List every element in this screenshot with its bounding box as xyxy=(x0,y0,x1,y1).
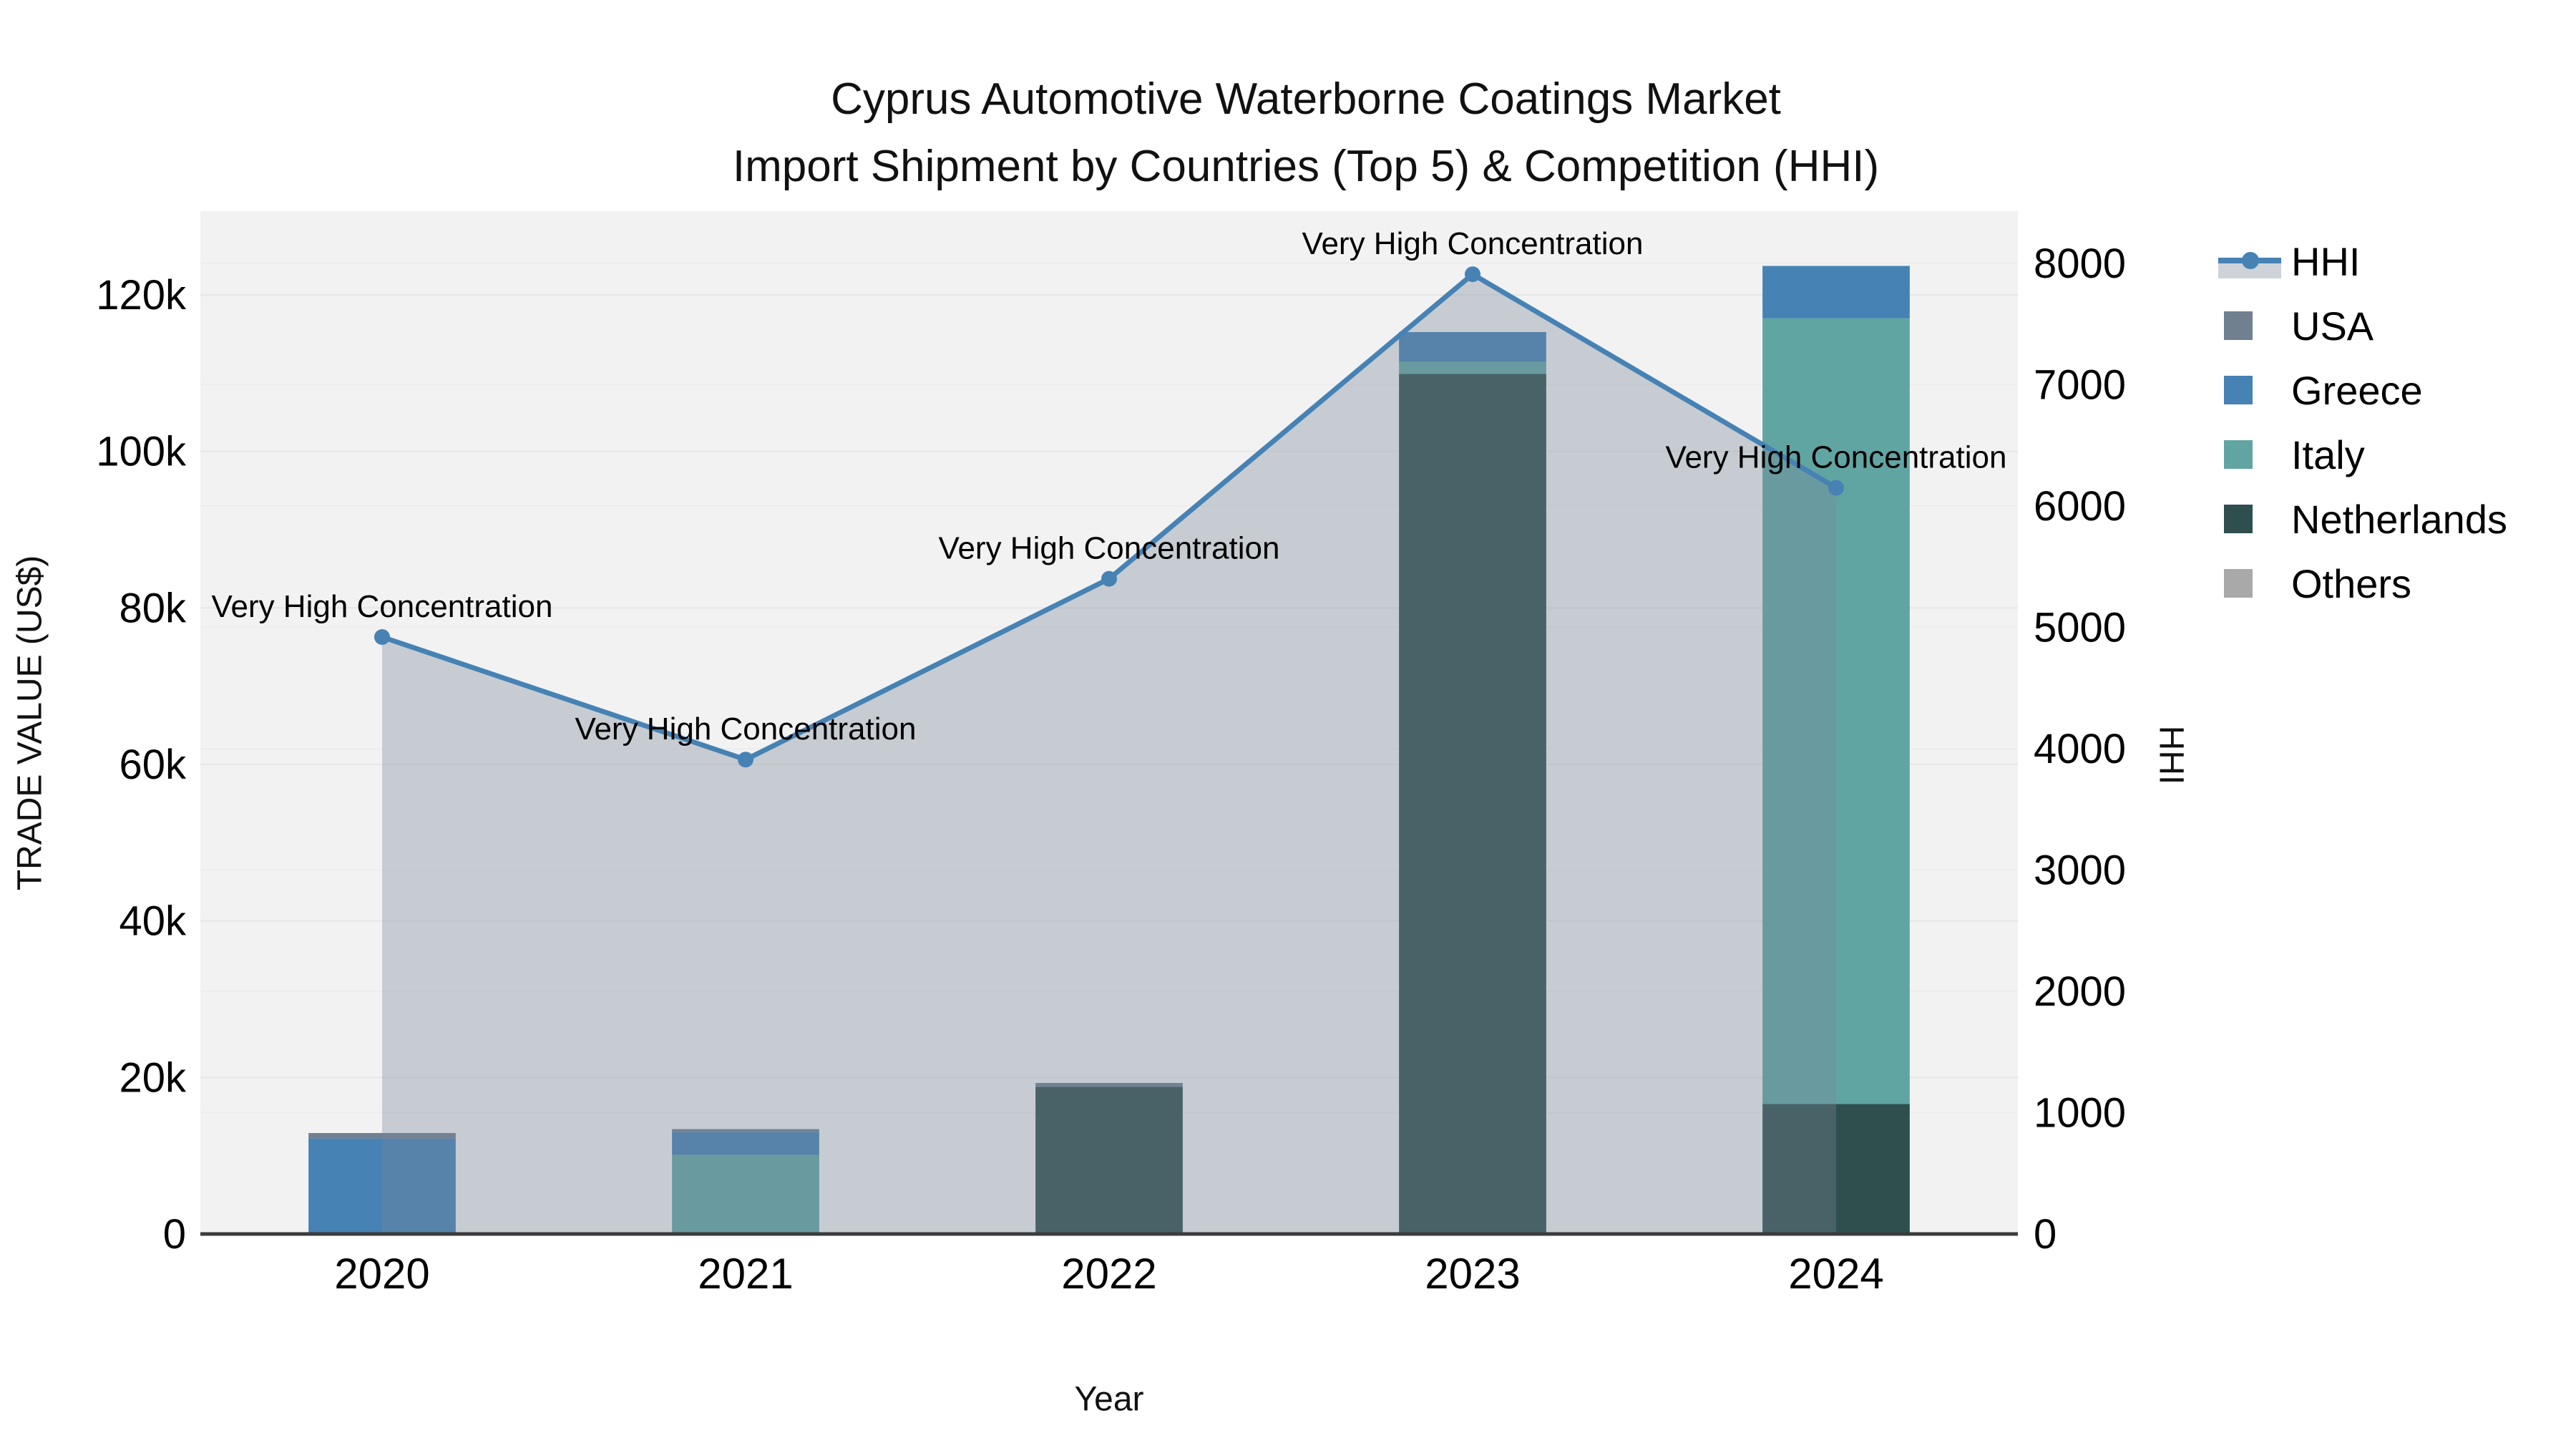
annotation-2020: Very High Concentration xyxy=(212,589,553,624)
y-left-tick-0: 0 xyxy=(163,1211,186,1258)
annotation-2022: Very High Concentration xyxy=(939,531,1280,566)
y-right-tick-2000: 2000 xyxy=(2034,968,2126,1015)
y-left-tick-120k: 120k xyxy=(96,272,187,319)
bar-segment-usa-2021[interactable] xyxy=(672,1129,819,1132)
annotation-2024: Very High Concentration xyxy=(1666,439,2007,475)
hhi-marker-2024[interactable] xyxy=(1828,480,1844,496)
y-axis-right-title: HHI xyxy=(2152,725,2190,785)
legend-label: Greece xyxy=(2291,367,2423,413)
legend-label: Others xyxy=(2291,560,2412,606)
legend-item-italy[interactable]: Italy xyxy=(2218,422,2507,487)
bar-segment-netherlands-2024[interactable] xyxy=(1762,1104,1910,1234)
y-right-tick-4000: 4000 xyxy=(2034,726,2126,772)
hhi-marker-2020[interactable] xyxy=(374,628,390,645)
x-tick-2022: 2022 xyxy=(1061,1250,1156,1298)
y-left-tick-20k: 20k xyxy=(119,1054,187,1101)
x-axis-title: Year xyxy=(1074,1380,1144,1419)
legend-swatch-icon xyxy=(2218,373,2281,407)
legend-label: USA xyxy=(2291,303,2374,349)
legend-item-others[interactable]: Others xyxy=(2218,551,2507,616)
legend-swatch-icon xyxy=(2218,566,2281,601)
hhi-area-fill xyxy=(382,274,1836,1234)
legend-item-netherlands[interactable]: Netherlands xyxy=(2218,487,2507,551)
y-left-tick-80k: 80k xyxy=(119,585,187,631)
y-left-tick-40k: 40k xyxy=(119,898,187,945)
legend-swatch-icon xyxy=(2218,502,2281,536)
bar-segment-italy-2021[interactable] xyxy=(672,1155,819,1234)
hhi-marker-2022[interactable] xyxy=(1101,570,1117,587)
y-axis-left-title: TRADE VALUE (US$) xyxy=(11,555,49,891)
legend-label: HHI xyxy=(2291,238,2361,284)
bar-segment-netherlands-2023[interactable] xyxy=(1399,374,1546,1234)
hhi-marker-2023[interactable] xyxy=(1465,266,1480,283)
y-left-tick-100k: 100k xyxy=(96,429,187,475)
bar-segment-greece-2020[interactable] xyxy=(308,1138,456,1234)
bar-segment-italy-2023[interactable] xyxy=(1399,361,1546,374)
chart-title: Cyprus Automotive Waterborne Coatings Ma… xyxy=(733,66,1879,200)
chart-title-line2: Import Shipment by Countries (Top 5) & C… xyxy=(732,142,1880,191)
y-right-tick-3000: 3000 xyxy=(2034,847,2126,893)
y-right-tick-8000: 8000 xyxy=(2034,240,2126,287)
legend-item-hhi[interactable]: HHI xyxy=(2218,229,2507,293)
legend-item-usa[interactable]: USA xyxy=(2218,293,2507,358)
bar-segment-greece-2023[interactable] xyxy=(1399,331,1546,362)
legend-swatch-icon xyxy=(2218,437,2281,472)
chart-title-line1: Cyprus Automotive Waterborne Coatings Ma… xyxy=(831,74,1781,124)
legend-swatch-icon xyxy=(2218,308,2281,343)
x-tick-2024: 2024 xyxy=(1788,1250,1883,1298)
bar-segment-usa-2020[interactable] xyxy=(308,1132,456,1139)
chart-legend: HHI USA Greece Italy Netherlands Others xyxy=(2218,229,2507,616)
y-right-tick-1000: 1000 xyxy=(2034,1089,2126,1136)
x-tick-2020: 2020 xyxy=(334,1250,429,1298)
x-tick-2021: 2021 xyxy=(698,1250,793,1298)
bar-segment-netherlands-2022[interactable] xyxy=(1035,1087,1183,1234)
bar-segment-italy-2024[interactable] xyxy=(1762,318,1910,1104)
hhi-line-glyph-icon xyxy=(2218,244,2281,278)
bar-segment-greece-2024[interactable] xyxy=(1762,266,1910,319)
annotation-2023: Very High Concentration xyxy=(1302,226,1644,261)
legend-item-greece[interactable]: Greece xyxy=(2218,358,2507,422)
bar-segment-usa-2022[interactable] xyxy=(1035,1082,1183,1087)
legend-label: Netherlands xyxy=(2291,496,2507,542)
annotation-2021: Very High Concentration xyxy=(575,711,917,747)
y-right-tick-0: 0 xyxy=(2034,1211,2057,1258)
hhi-marker-2021[interactable] xyxy=(738,752,753,768)
y-left-tick-60k: 60k xyxy=(119,742,187,788)
bar-segment-greece-2021[interactable] xyxy=(672,1132,819,1155)
y-right-tick-5000: 5000 xyxy=(2034,604,2126,651)
plot-area xyxy=(200,211,2018,1234)
y-right-tick-6000: 6000 xyxy=(2034,483,2126,530)
y-right-tick-7000: 7000 xyxy=(2034,361,2126,408)
legend-label: Italy xyxy=(2291,432,2365,477)
x-tick-2023: 2023 xyxy=(1425,1250,1520,1298)
